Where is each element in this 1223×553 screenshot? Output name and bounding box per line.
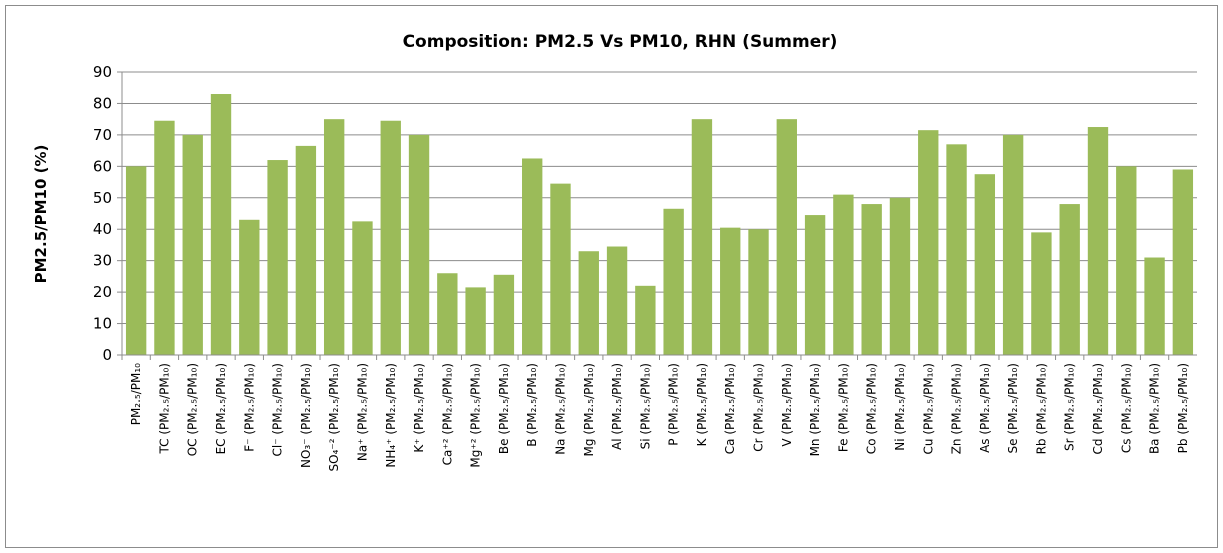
bar <box>635 285 656 355</box>
x-tick-label: Rb (PM₂.₅/PM₁₀) <box>1034 363 1048 454</box>
bar <box>295 145 317 355</box>
x-tick-label: Al (PM₂.₅/PM₁₀) <box>610 363 624 450</box>
y-tick-label: 40 <box>93 220 112 238</box>
y-tick-label: 80 <box>93 94 112 112</box>
x-tick-label: As (PM₂.₅/PM₁₀) <box>978 363 992 453</box>
bar <box>323 119 345 356</box>
x-tick-label: Si (PM₂.₅/PM₁₀) <box>638 363 652 449</box>
x-tick-label: TC (PM₂.₅/PM₁₀) <box>157 363 171 454</box>
y-tick-label: 20 <box>93 283 112 301</box>
y-tick-label: 50 <box>93 189 112 207</box>
bar <box>154 120 175 355</box>
y-tick-label: 90 <box>93 63 112 81</box>
bar <box>861 204 882 355</box>
bar <box>239 219 260 355</box>
bar <box>1059 204 1080 355</box>
x-tick-label: V (PM₂.₅/PM₁₀) <box>780 363 794 447</box>
bar <box>720 227 741 355</box>
x-tick-label: NO₃⁻ (PM₂.₅/PM₁₀) <box>299 363 313 468</box>
bar <box>522 158 543 355</box>
x-tick-label: Ca⁺² (PM₂.₅/PM₁₀) <box>440 363 454 465</box>
y-tick-label: 30 <box>93 252 112 270</box>
x-tick-label: Ca (PM₂.₅/PM₁₀) <box>723 363 737 454</box>
x-tick-label: Mg⁺² (PM₂.₅/PM₁₀) <box>469 363 483 468</box>
x-tick-label: Sr (PM₂.₅/PM₁₀) <box>1063 363 1077 451</box>
x-tick-label: PM₂.₅/PM₁₀ <box>129 363 143 425</box>
y-tick-label: 10 <box>93 315 112 333</box>
bar <box>493 274 515 355</box>
bar <box>1172 169 1194 355</box>
y-tick-label: 60 <box>93 157 112 175</box>
bar <box>691 119 713 356</box>
x-tick-label: Cu (PM₂.₅/PM₁₀) <box>921 363 935 454</box>
bar <box>465 287 486 355</box>
bar <box>833 194 854 355</box>
x-tick-label: Zn (PM₂.₅/PM₁₀) <box>950 363 964 454</box>
x-tick-label: Pb (PM₂.₅/PM₁₀) <box>1176 363 1190 453</box>
x-tick-label: EC (PM₂.₅/PM₁₀) <box>214 363 228 454</box>
x-tick-label: K (PM₂.₅/PM₁₀) <box>695 363 709 446</box>
x-tick-label: B (PM₂.₅/PM₁₀) <box>525 363 539 447</box>
bar <box>267 160 288 355</box>
bar <box>1116 166 1137 355</box>
bar <box>1144 257 1165 355</box>
bar <box>352 221 373 355</box>
x-tick-label: Co (PM₂.₅/PM₁₀) <box>865 363 879 454</box>
bar <box>748 229 769 355</box>
bar <box>578 251 599 355</box>
x-tick-label: OC (PM₂.₅/PM₁₀) <box>186 363 200 456</box>
chart-title: Composition: PM2.5 Vs PM10, RHN (Summer) <box>403 32 838 52</box>
y-tick-label: 70 <box>93 126 112 144</box>
x-tick-label: Cl⁻ (PM₂.₅/PM₁₀) <box>271 363 285 457</box>
x-tick-label: Na (PM₂.₅/PM₁₀) <box>553 363 567 455</box>
x-tick-label: Se (PM₂.₅/PM₁₀) <box>1006 363 1020 453</box>
bar <box>182 134 203 355</box>
bar <box>974 174 996 355</box>
x-tick-label: NH₄⁺ (PM₂.₅/PM₁₀) <box>384 363 398 468</box>
bar <box>776 119 797 356</box>
bar <box>1031 232 1052 355</box>
bar <box>380 120 401 355</box>
bar <box>918 130 939 355</box>
x-tick-label: F⁻ (PM₂.₅/PM₁₀) <box>242 363 256 452</box>
x-tick-label: K⁺ (PM₂.₅/PM₁₀) <box>412 363 426 453</box>
y-axis-label: PM2.5/PM10 (%) <box>32 145 50 284</box>
x-tick-label: Fe (PM₂.₅/PM₁₀) <box>836 363 850 452</box>
x-tick-label: P (PM₂.₅/PM₁₀) <box>667 363 681 446</box>
bar <box>804 215 826 355</box>
bar <box>1002 134 1024 355</box>
x-tick-label: Ni (PM₂.₅/PM₁₀) <box>893 363 907 451</box>
x-tick-label: SO₄⁻² (PM₂.₅/PM₁₀) <box>327 363 341 471</box>
bar <box>889 197 911 355</box>
x-tick-label: Cd (PM₂.₅/PM₁₀) <box>1091 363 1105 454</box>
x-tick-label: Cr (PM₂.₅/PM₁₀) <box>752 363 766 452</box>
bar <box>550 183 571 355</box>
bar <box>1087 127 1109 356</box>
bar <box>210 94 232 355</box>
x-tick-label: Cs (PM₂.₅/PM₁₀) <box>1119 363 1133 453</box>
bar <box>125 166 147 355</box>
bar <box>606 246 628 355</box>
x-tick-label: Ba (PM₂.₅/PM₁₀) <box>1148 363 1162 454</box>
x-tick-label: Mg (PM₂.₅/PM₁₀) <box>582 363 596 456</box>
x-tick-label: Mn (PM₂.₅/PM₁₀) <box>808 363 822 456</box>
x-tick-label: Na⁺ (PM₂.₅/PM₁₀) <box>355 363 369 461</box>
bar <box>437 273 458 355</box>
bar <box>663 208 684 355</box>
y-tick-label: 0 <box>102 346 112 364</box>
bar <box>946 144 967 355</box>
x-tick-label: Be (PM₂.₅/PM₁₀) <box>497 363 511 454</box>
bar <box>408 134 430 355</box>
